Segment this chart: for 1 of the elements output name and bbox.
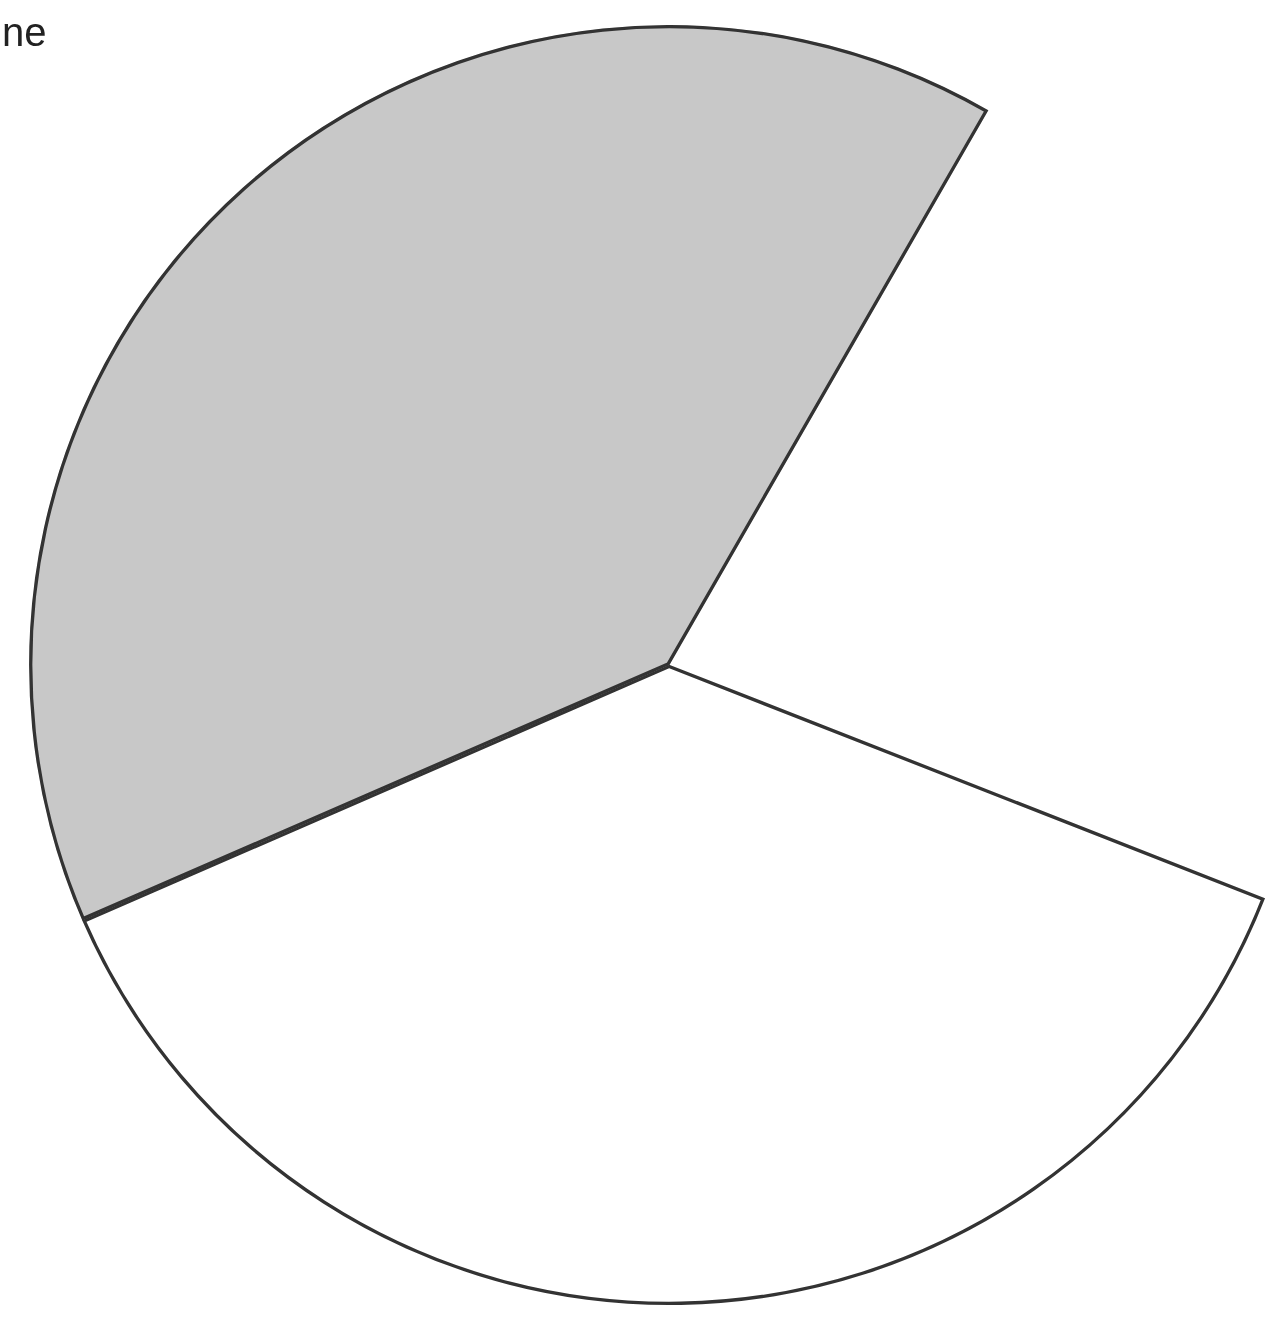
text: ne <box>2 10 47 55</box>
